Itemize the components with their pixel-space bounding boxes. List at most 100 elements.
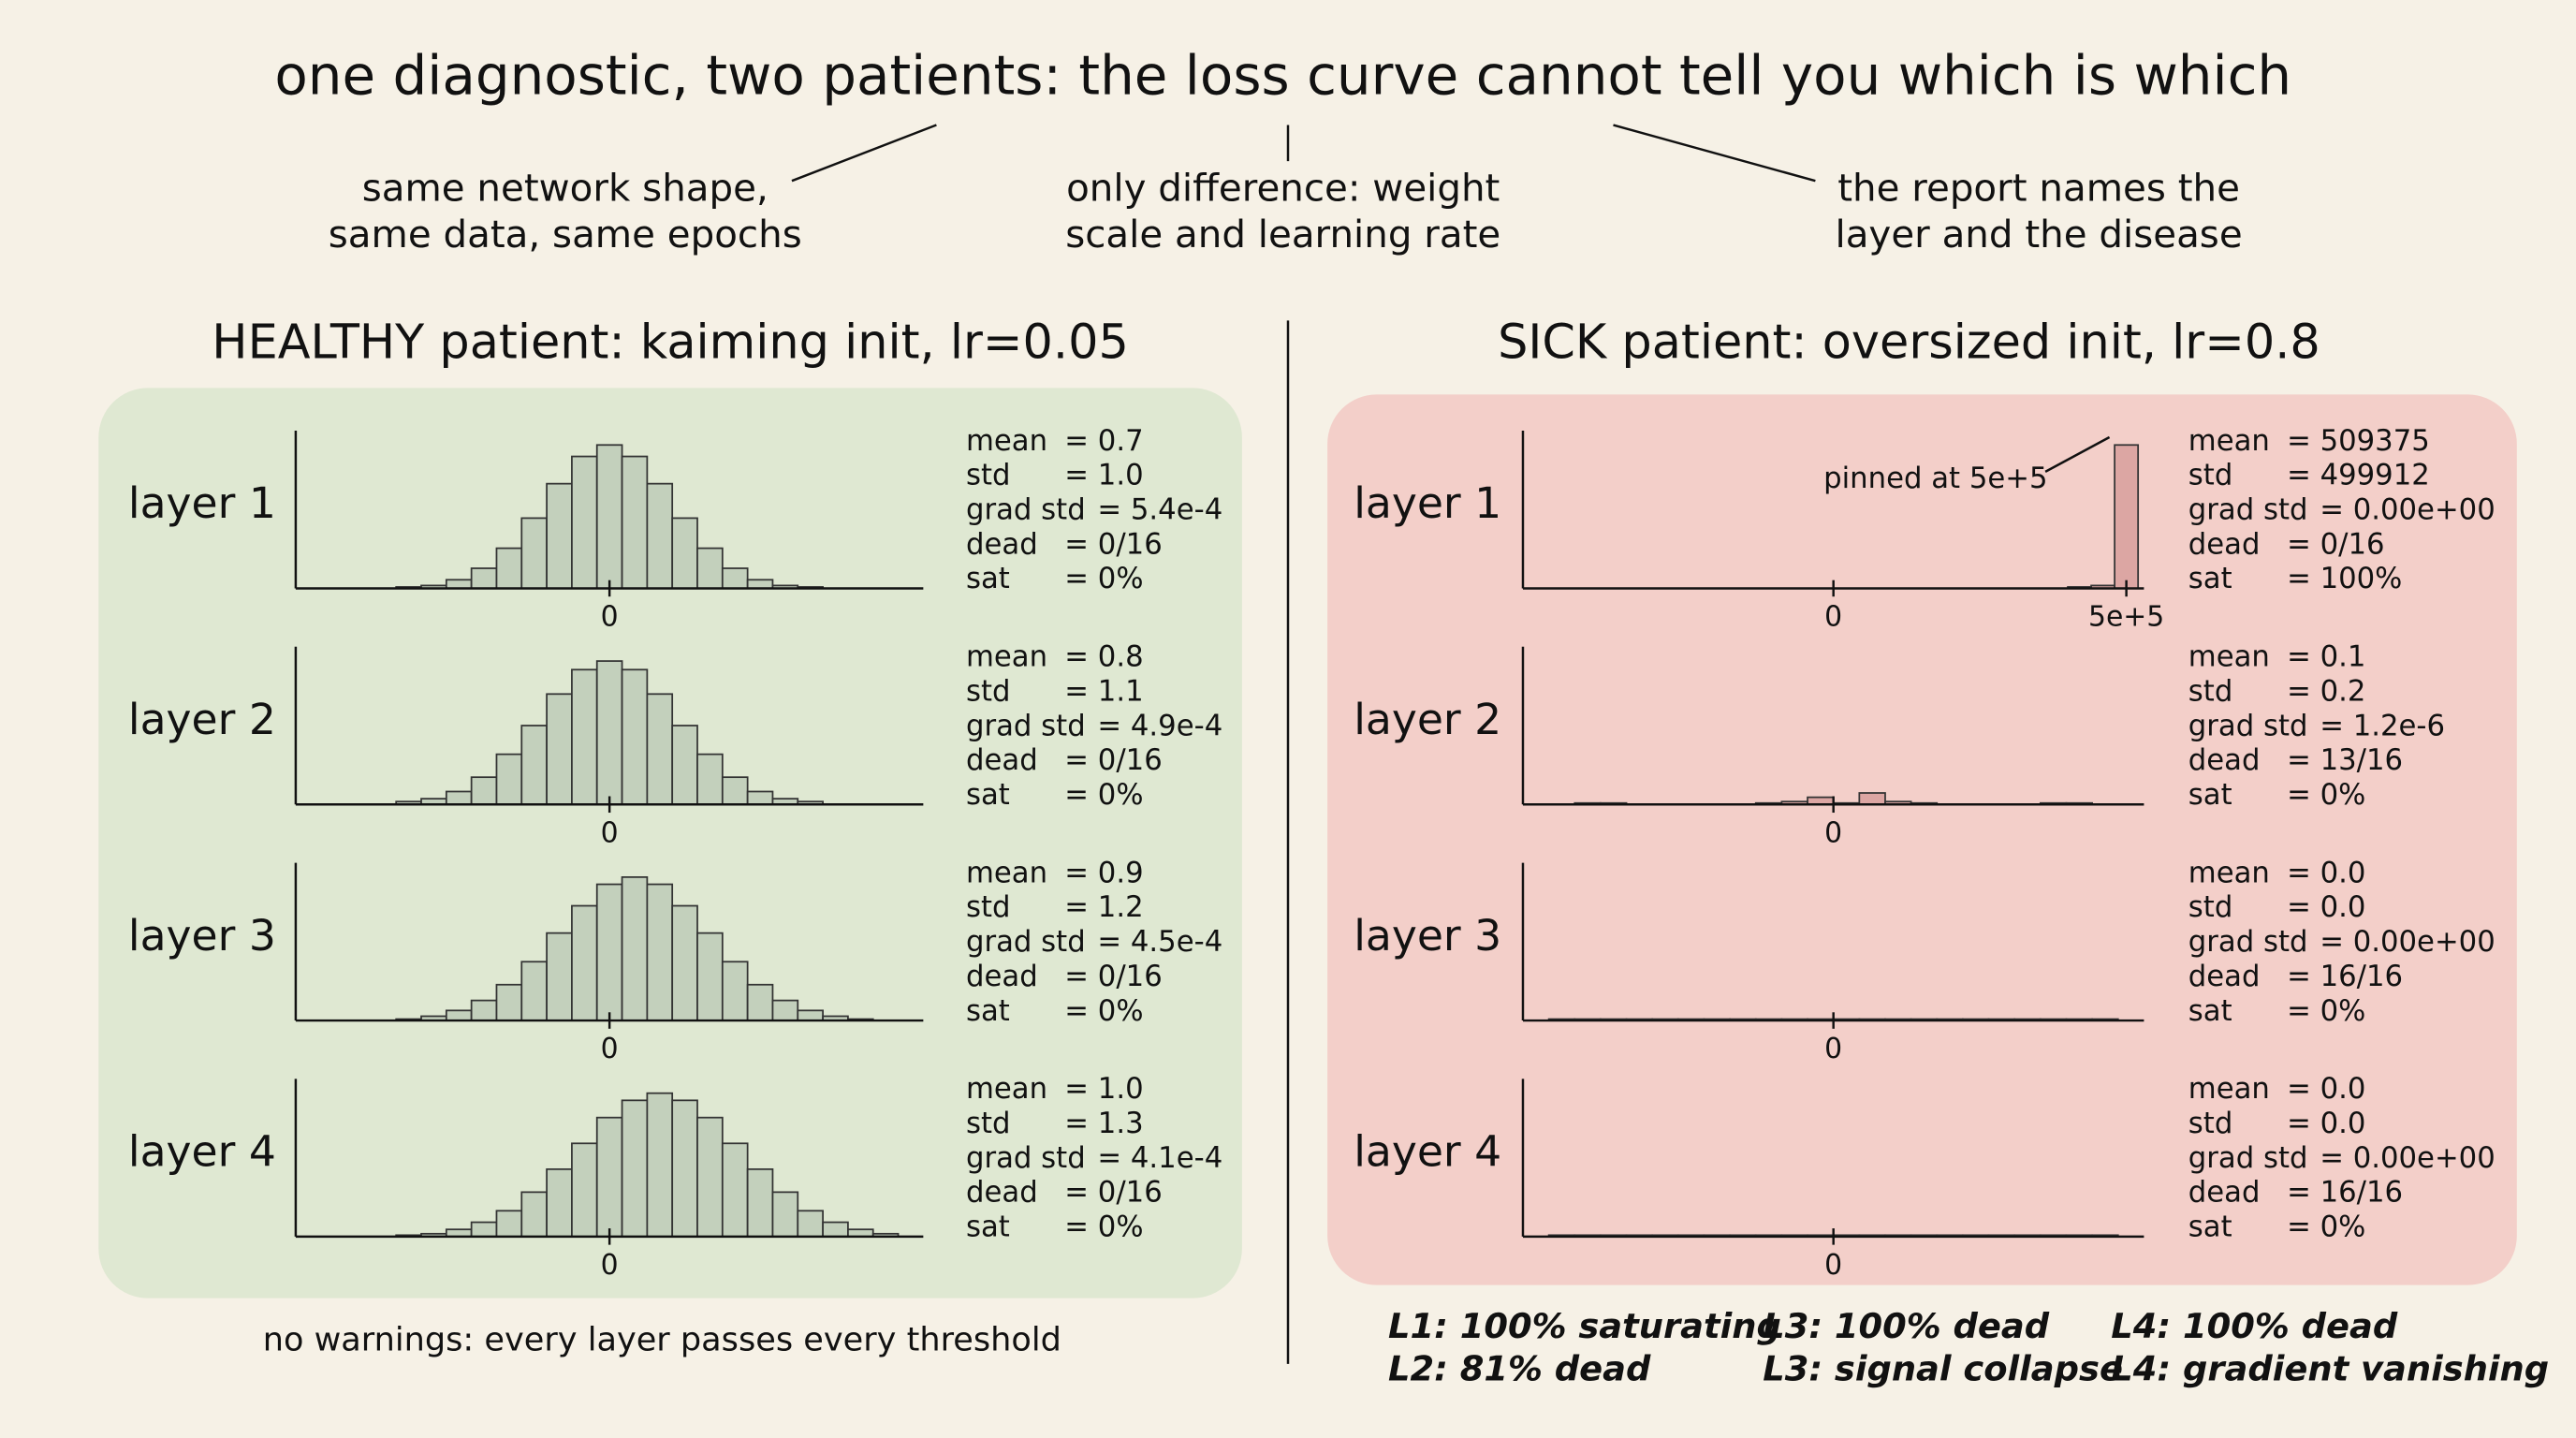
warning: L3: signal collapse bbox=[1763, 1348, 2123, 1388]
stat-value: = 0.2 bbox=[2287, 674, 2365, 708]
bar bbox=[546, 693, 573, 806]
annotation: pinned at 5e+5 bbox=[1823, 462, 2047, 495]
stat-name: sat bbox=[2188, 1211, 2232, 1244]
layer-label: layer 3 bbox=[1354, 911, 1501, 961]
stat-name: dead bbox=[2188, 960, 2261, 993]
x-tick-label: 0 bbox=[1824, 601, 1842, 634]
bar bbox=[546, 1167, 573, 1238]
stat-name: std bbox=[966, 459, 1011, 492]
stat-value: = 0% bbox=[2287, 1211, 2365, 1244]
stat-name: grad std bbox=[966, 709, 1086, 742]
stat-name: mean bbox=[2188, 1072, 2270, 1106]
stat-name: std bbox=[966, 890, 1011, 924]
stat-value: = 0% bbox=[1064, 994, 1143, 1028]
bar bbox=[671, 1099, 698, 1238]
warning: L4: gradient vanishing bbox=[2111, 1348, 2549, 1388]
stat-name: mean bbox=[966, 640, 1047, 674]
stat-value: = 0/16 bbox=[2287, 527, 2384, 561]
bar bbox=[671, 904, 698, 1021]
stat-value: = 0.00e+00 bbox=[2320, 492, 2496, 526]
stat-name: std bbox=[966, 1107, 1011, 1140]
bar bbox=[797, 1009, 824, 1021]
stat-value: = 0.00e+00 bbox=[2320, 925, 2496, 959]
bar bbox=[595, 660, 623, 806]
x-tick-label: 0 bbox=[601, 1033, 619, 1065]
stat-name: dead bbox=[966, 960, 1038, 993]
layer-label: layer 1 bbox=[128, 478, 276, 528]
stat-value: = 5.4e-4 bbox=[1097, 492, 1222, 526]
stat-name: grad std bbox=[966, 925, 1086, 959]
layer-label: layer 4 bbox=[1354, 1127, 1501, 1177]
stat-name: mean bbox=[2188, 424, 2270, 458]
stat-value: = 1.3 bbox=[1064, 1107, 1143, 1140]
healthy-panel bbox=[98, 388, 1242, 1299]
stat-name: mean bbox=[2188, 640, 2270, 674]
layer-label: layer 4 bbox=[128, 1127, 276, 1177]
stat-name: std bbox=[966, 674, 1011, 708]
stat-value: = 16/16 bbox=[2287, 960, 2403, 993]
bar bbox=[495, 1210, 523, 1238]
x-tick-label: 5e+5 bbox=[2088, 601, 2164, 634]
x-tick-label: 0 bbox=[1824, 816, 1842, 849]
x-tick-label: 0 bbox=[1824, 1033, 1842, 1065]
stat-value: = 0% bbox=[2287, 778, 2365, 812]
bar bbox=[621, 1099, 649, 1238]
bar bbox=[621, 668, 649, 806]
bar bbox=[771, 999, 799, 1021]
panel-heading: SICK patient: oversized init, lr=0.8 bbox=[1498, 315, 2320, 371]
bar bbox=[495, 983, 523, 1021]
bar bbox=[520, 517, 548, 590]
stat-value: = 0% bbox=[1064, 778, 1143, 812]
x-tick-label: 0 bbox=[601, 1249, 619, 1282]
stat-value: = 0.8 bbox=[1064, 640, 1143, 674]
stat-name: dead bbox=[2188, 743, 2261, 777]
bar bbox=[822, 1221, 849, 1238]
note: only difference: weight bbox=[1066, 167, 1500, 211]
bar bbox=[445, 579, 473, 590]
stat-name: mean bbox=[2188, 856, 2270, 889]
stat-name: sat bbox=[2188, 778, 2232, 812]
stat-name: grad std bbox=[966, 1141, 1086, 1175]
stat-value: = 0.9 bbox=[1064, 856, 1143, 889]
bar bbox=[721, 961, 749, 1021]
stat-name: mean bbox=[966, 1072, 1047, 1106]
bar bbox=[721, 567, 749, 590]
stat-name: sat bbox=[966, 994, 1010, 1028]
stat-value: = 0/16 bbox=[1064, 527, 1162, 561]
warning: L2: 81% dead bbox=[1388, 1348, 1651, 1388]
stat-name: grad std bbox=[2188, 709, 2308, 742]
note: scale and learning rate bbox=[1065, 213, 1500, 257]
annotation-leader bbox=[2044, 435, 2111, 473]
stat-value: = 1.1 bbox=[1064, 674, 1143, 708]
panel-heading: HEALTHY patient: kaiming init, lr=0.05 bbox=[212, 315, 1129, 371]
bar bbox=[721, 776, 749, 806]
bar bbox=[546, 932, 573, 1021]
stat-value: = 0.0 bbox=[2287, 890, 2365, 924]
panel-footer: no warnings: every layer passes every th… bbox=[263, 1320, 1061, 1358]
stat-value: = 499912 bbox=[2287, 459, 2430, 492]
stat-value: = 0.0 bbox=[2287, 856, 2365, 889]
stat-value: = 16/16 bbox=[2287, 1176, 2403, 1210]
stat-value: = 0% bbox=[2287, 994, 2365, 1028]
stat-name: std bbox=[2188, 459, 2233, 492]
bar bbox=[445, 1009, 473, 1021]
bar bbox=[746, 983, 774, 1021]
stat-name: grad std bbox=[2188, 1141, 2308, 1175]
bar bbox=[1858, 792, 1886, 806]
layer-label: layer 1 bbox=[1354, 478, 1501, 528]
bar bbox=[520, 725, 548, 806]
bar bbox=[696, 1116, 724, 1238]
stat-name: dead bbox=[966, 743, 1038, 777]
stat-name: mean bbox=[966, 424, 1047, 458]
note: same data, same epochs bbox=[329, 213, 802, 257]
bar bbox=[621, 876, 649, 1021]
stat-value: = 4.5e-4 bbox=[1097, 925, 1222, 959]
bar bbox=[696, 753, 724, 806]
bar bbox=[445, 790, 473, 806]
bar bbox=[495, 753, 523, 806]
stat-value: = 0.7 bbox=[1064, 424, 1143, 458]
stat-value: = 1.0 bbox=[1064, 459, 1143, 492]
stat-value: = 0.1 bbox=[2287, 640, 2365, 674]
stat-value: = 0/16 bbox=[1064, 960, 1162, 993]
x-tick-label: 0 bbox=[601, 816, 619, 849]
